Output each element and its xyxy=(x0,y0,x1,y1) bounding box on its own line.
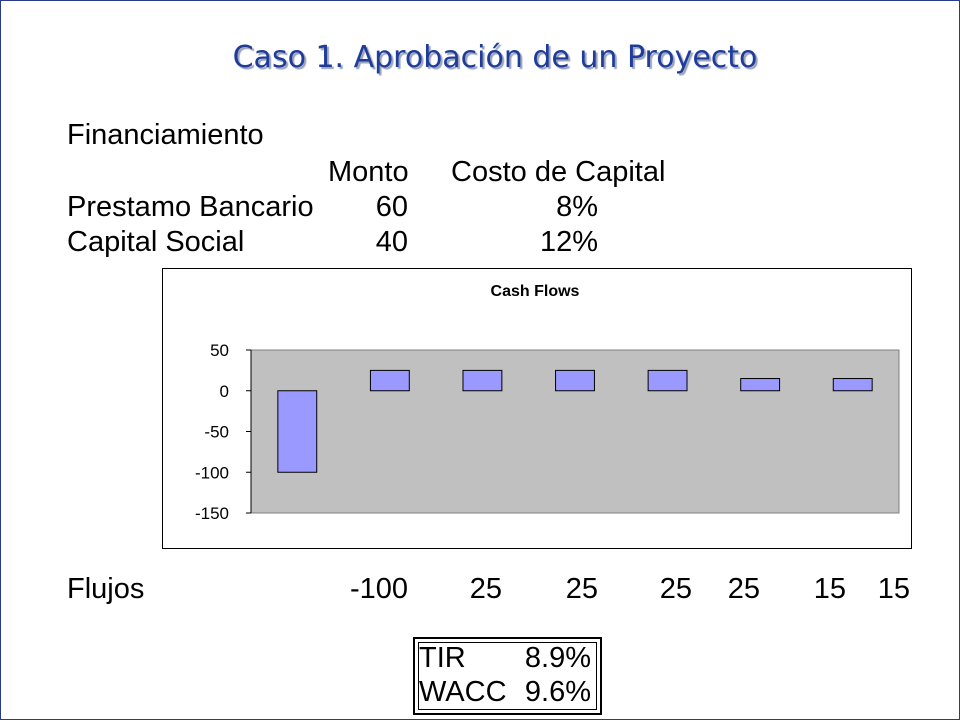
y-tick-label: -50 xyxy=(204,423,229,442)
flow-value: -100 xyxy=(349,573,408,605)
flow-value: 15 xyxy=(813,573,846,605)
irr-wacc-box: TIR 8.9% WACC 9.6% xyxy=(413,637,602,715)
tir-label: TIR xyxy=(419,642,466,674)
bar xyxy=(555,369,595,392)
chart-title: Cash Flows xyxy=(490,283,580,300)
cost-column-header: Costo de Capital xyxy=(451,156,666,188)
financing-heading: Financiamiento xyxy=(67,119,264,151)
amount-column-header: Monto xyxy=(328,156,409,188)
flow-value: 15 xyxy=(877,573,910,605)
y-tick-label: -150 xyxy=(195,504,229,523)
loan-cost: 8% xyxy=(556,191,598,223)
y-tick-label: 0 xyxy=(220,382,229,401)
y-tick-label: -100 xyxy=(195,463,229,482)
loan-label: Prestamo Bancario xyxy=(67,191,314,223)
cash-flow-chart: Cash Flows 50 0 -50 -100 -150 xyxy=(162,268,912,549)
bar xyxy=(740,378,781,392)
slide-title: Caso 1. Aprobación de un Proyecto xyxy=(232,40,758,75)
wacc-value: 9.6% xyxy=(524,676,591,708)
bar xyxy=(462,369,503,392)
y-tick-label: 50 xyxy=(210,341,229,360)
bar xyxy=(647,369,688,392)
flow-value: 25 xyxy=(469,573,502,605)
flow-value: 25 xyxy=(727,573,760,605)
bar xyxy=(832,378,873,392)
wacc-label: WACC xyxy=(419,676,507,708)
bar xyxy=(369,369,410,392)
chart-plot: 50 0 -50 -100 -150 xyxy=(195,341,900,523)
tir-value: 8.9% xyxy=(524,642,591,674)
loan-amount: 60 xyxy=(375,191,408,223)
bar xyxy=(277,390,318,473)
flow-value: 25 xyxy=(659,573,692,605)
flow-value: 25 xyxy=(565,573,598,605)
flows-label: Flujos xyxy=(67,573,145,605)
equity-cost: 12% xyxy=(539,226,598,258)
equity-amount: 40 xyxy=(375,226,408,258)
equity-label: Capital Social xyxy=(67,226,245,258)
